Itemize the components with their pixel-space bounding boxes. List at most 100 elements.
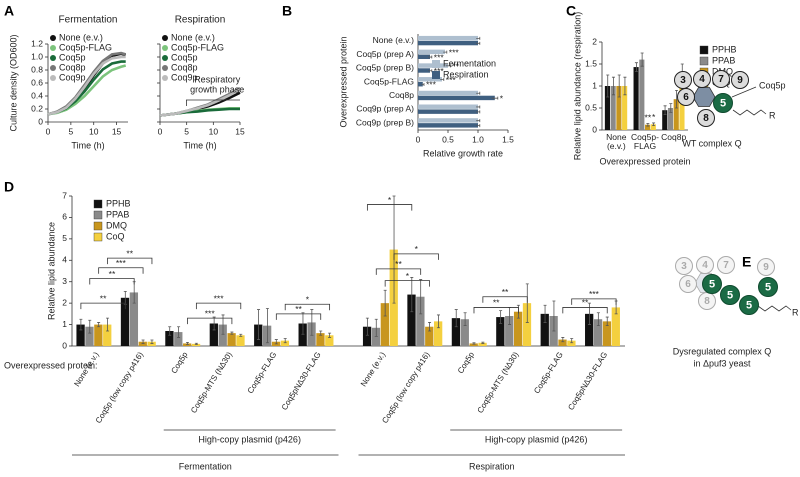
bar [316, 333, 325, 346]
x-tick-label: Coq5p [456, 350, 476, 375]
x-tick-label: Coq8p [661, 133, 687, 142]
error-bar [525, 283, 529, 323]
bar [120, 297, 130, 346]
subunit-label: 7 [718, 74, 724, 85]
significance: *** [116, 258, 127, 268]
bar [165, 331, 174, 346]
error-bar [230, 331, 234, 335]
x-tick-label: Coq5p-MTS (N∆30) [189, 350, 234, 415]
bar [236, 335, 245, 346]
legend-label: PPAB [712, 55, 735, 65]
bar [418, 95, 495, 101]
y-tick-label: 0.8 [31, 64, 43, 74]
error-bar [177, 326, 181, 338]
bar [505, 316, 514, 346]
significance-bracket [89, 278, 135, 285]
bar [129, 292, 139, 346]
error-bar [634, 62, 638, 72]
legend-swatch [93, 232, 103, 242]
bar [451, 318, 461, 346]
legend-label: Coq9p [171, 72, 198, 82]
legend-label: DMQ [106, 220, 127, 230]
subunit-label: 5 [765, 281, 771, 293]
x-tick-label: None (e.v.) [359, 350, 387, 388]
significance-bracket [375, 268, 422, 275]
legend-label: Coq5p-FLAG [59, 42, 112, 52]
error-bar [436, 314, 440, 329]
y-tick-label: 1 [62, 319, 67, 329]
bar [602, 321, 612, 346]
legend-marker [50, 75, 56, 81]
significance: *** [446, 75, 457, 85]
x-tick-label: Coq5p-FLAG [532, 350, 565, 395]
error-bar [421, 82, 425, 86]
x-tick-label-box: None (e.v.) [606, 133, 627, 151]
bar [362, 326, 372, 346]
significance-bracket [366, 204, 413, 211]
legend-label: Coq5p [171, 52, 198, 62]
x-tick-label: None (e.v.) [606, 133, 627, 151]
error-bar [257, 309, 261, 340]
coq5-node [739, 295, 759, 315]
y-axis-label: Overexpressed protein [338, 36, 348, 127]
panel-label: E [742, 254, 751, 270]
x-tick-label: 0.5 [442, 134, 454, 144]
x-tick-label: 0 [416, 134, 421, 144]
y-tick-label: 2 [62, 297, 67, 307]
legend-label: Fermentation [443, 58, 496, 68]
y-tick-label: 1.0 [31, 51, 43, 61]
bar [593, 319, 603, 346]
coq5-node [720, 285, 740, 305]
significance: ** [582, 298, 589, 308]
significance: ** [452, 61, 459, 71]
subunit-label: 4 [699, 74, 705, 85]
coq5-node [713, 93, 733, 113]
legend-label: PPHB [106, 198, 131, 208]
error-bar [383, 289, 387, 317]
error-bar [374, 318, 378, 337]
bar [604, 86, 610, 130]
subunit-label: 9 [737, 75, 743, 86]
significance-bracket [284, 303, 331, 311]
legend-label: CoQ [106, 231, 125, 241]
subunit-label: 7 [723, 260, 729, 271]
isoprenoid-tail [732, 109, 767, 116]
error-bar [476, 91, 481, 95]
legend-marker [162, 65, 168, 71]
subunit-node [696, 256, 714, 274]
legend-label: PPAB [106, 209, 129, 219]
subunit-node [717, 256, 735, 274]
legend-swatch [432, 60, 440, 68]
subunit-label: 3 [680, 75, 686, 86]
legend-label: Coq5p [59, 52, 86, 62]
y-tick-label: 1.5 [585, 58, 597, 68]
bar [138, 341, 147, 346]
y-tick-label: 0.4 [31, 90, 43, 100]
panel-label: D [4, 179, 14, 195]
legend-label: Coq9p [59, 72, 86, 82]
error-bar [463, 312, 467, 327]
error-bar [561, 337, 565, 343]
legend-swatch [699, 45, 709, 55]
error-bar [596, 312, 600, 327]
significance: * [652, 112, 656, 122]
significance: * [406, 271, 410, 281]
panel-label: A [4, 3, 14, 19]
error-bar [652, 122, 656, 126]
subunit-label: 9 [763, 262, 769, 273]
error-bar [476, 119, 481, 123]
significance: *** [589, 289, 600, 299]
y-tick-label: 6 [62, 212, 67, 222]
x-tick-label: 0 [158, 126, 163, 136]
y-tick-label: 1.2 [31, 38, 43, 48]
bar [94, 324, 103, 346]
y-tick-label: 0 [38, 116, 43, 126]
error-bar [150, 339, 154, 344]
error-bar [617, 74, 621, 98]
x-tick-label: 10 [209, 126, 219, 136]
legend-label: Coq8p [171, 62, 198, 72]
significance: ** [493, 298, 500, 308]
bar [418, 118, 478, 123]
subunit-node [731, 71, 749, 89]
error-bar [611, 76, 615, 96]
